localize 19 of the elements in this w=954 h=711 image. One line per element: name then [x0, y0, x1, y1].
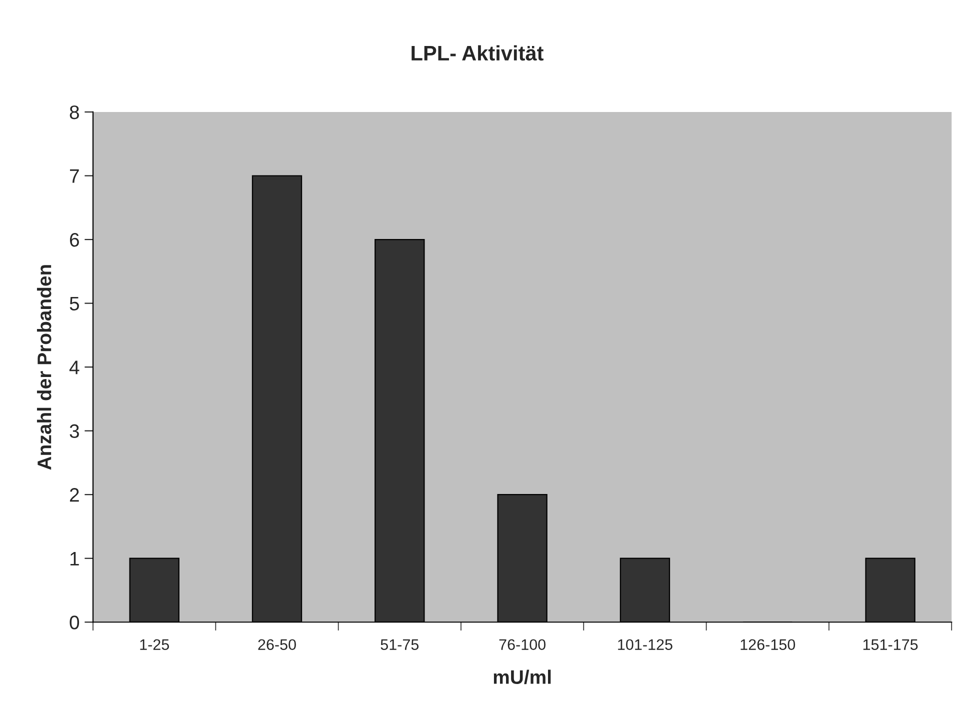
x-tick-label: 151-175: [863, 639, 918, 650]
x-tick-label: 76-100: [499, 639, 546, 650]
y-tick-label: 6: [70, 232, 79, 247]
x-tick-label: 126-150: [740, 639, 796, 650]
y-tick-label: 0: [70, 616, 80, 630]
y-tick-label: 5: [70, 296, 80, 311]
chart-title: LPL- Aktivität: [412, 45, 544, 61]
x-tick-label: 26-50: [258, 639, 296, 650]
y-tick-label: 3: [70, 424, 79, 438]
y-tick-label: 4: [69, 360, 80, 374]
x-tick-label: 51-75: [380, 639, 419, 650]
y-tick-label: 1: [70, 552, 79, 566]
x-tick-label: 101-125: [618, 639, 672, 650]
y-axis-title: Anzahl der Probanden: [36, 265, 52, 470]
y-tick-label: 2: [70, 488, 79, 502]
x-axis-title: mU/ml: [494, 670, 551, 684]
y-tick-label: 7: [70, 169, 79, 183]
y-tick-label: 8: [70, 105, 79, 120]
x-tick-label: 1-25: [140, 639, 169, 650]
